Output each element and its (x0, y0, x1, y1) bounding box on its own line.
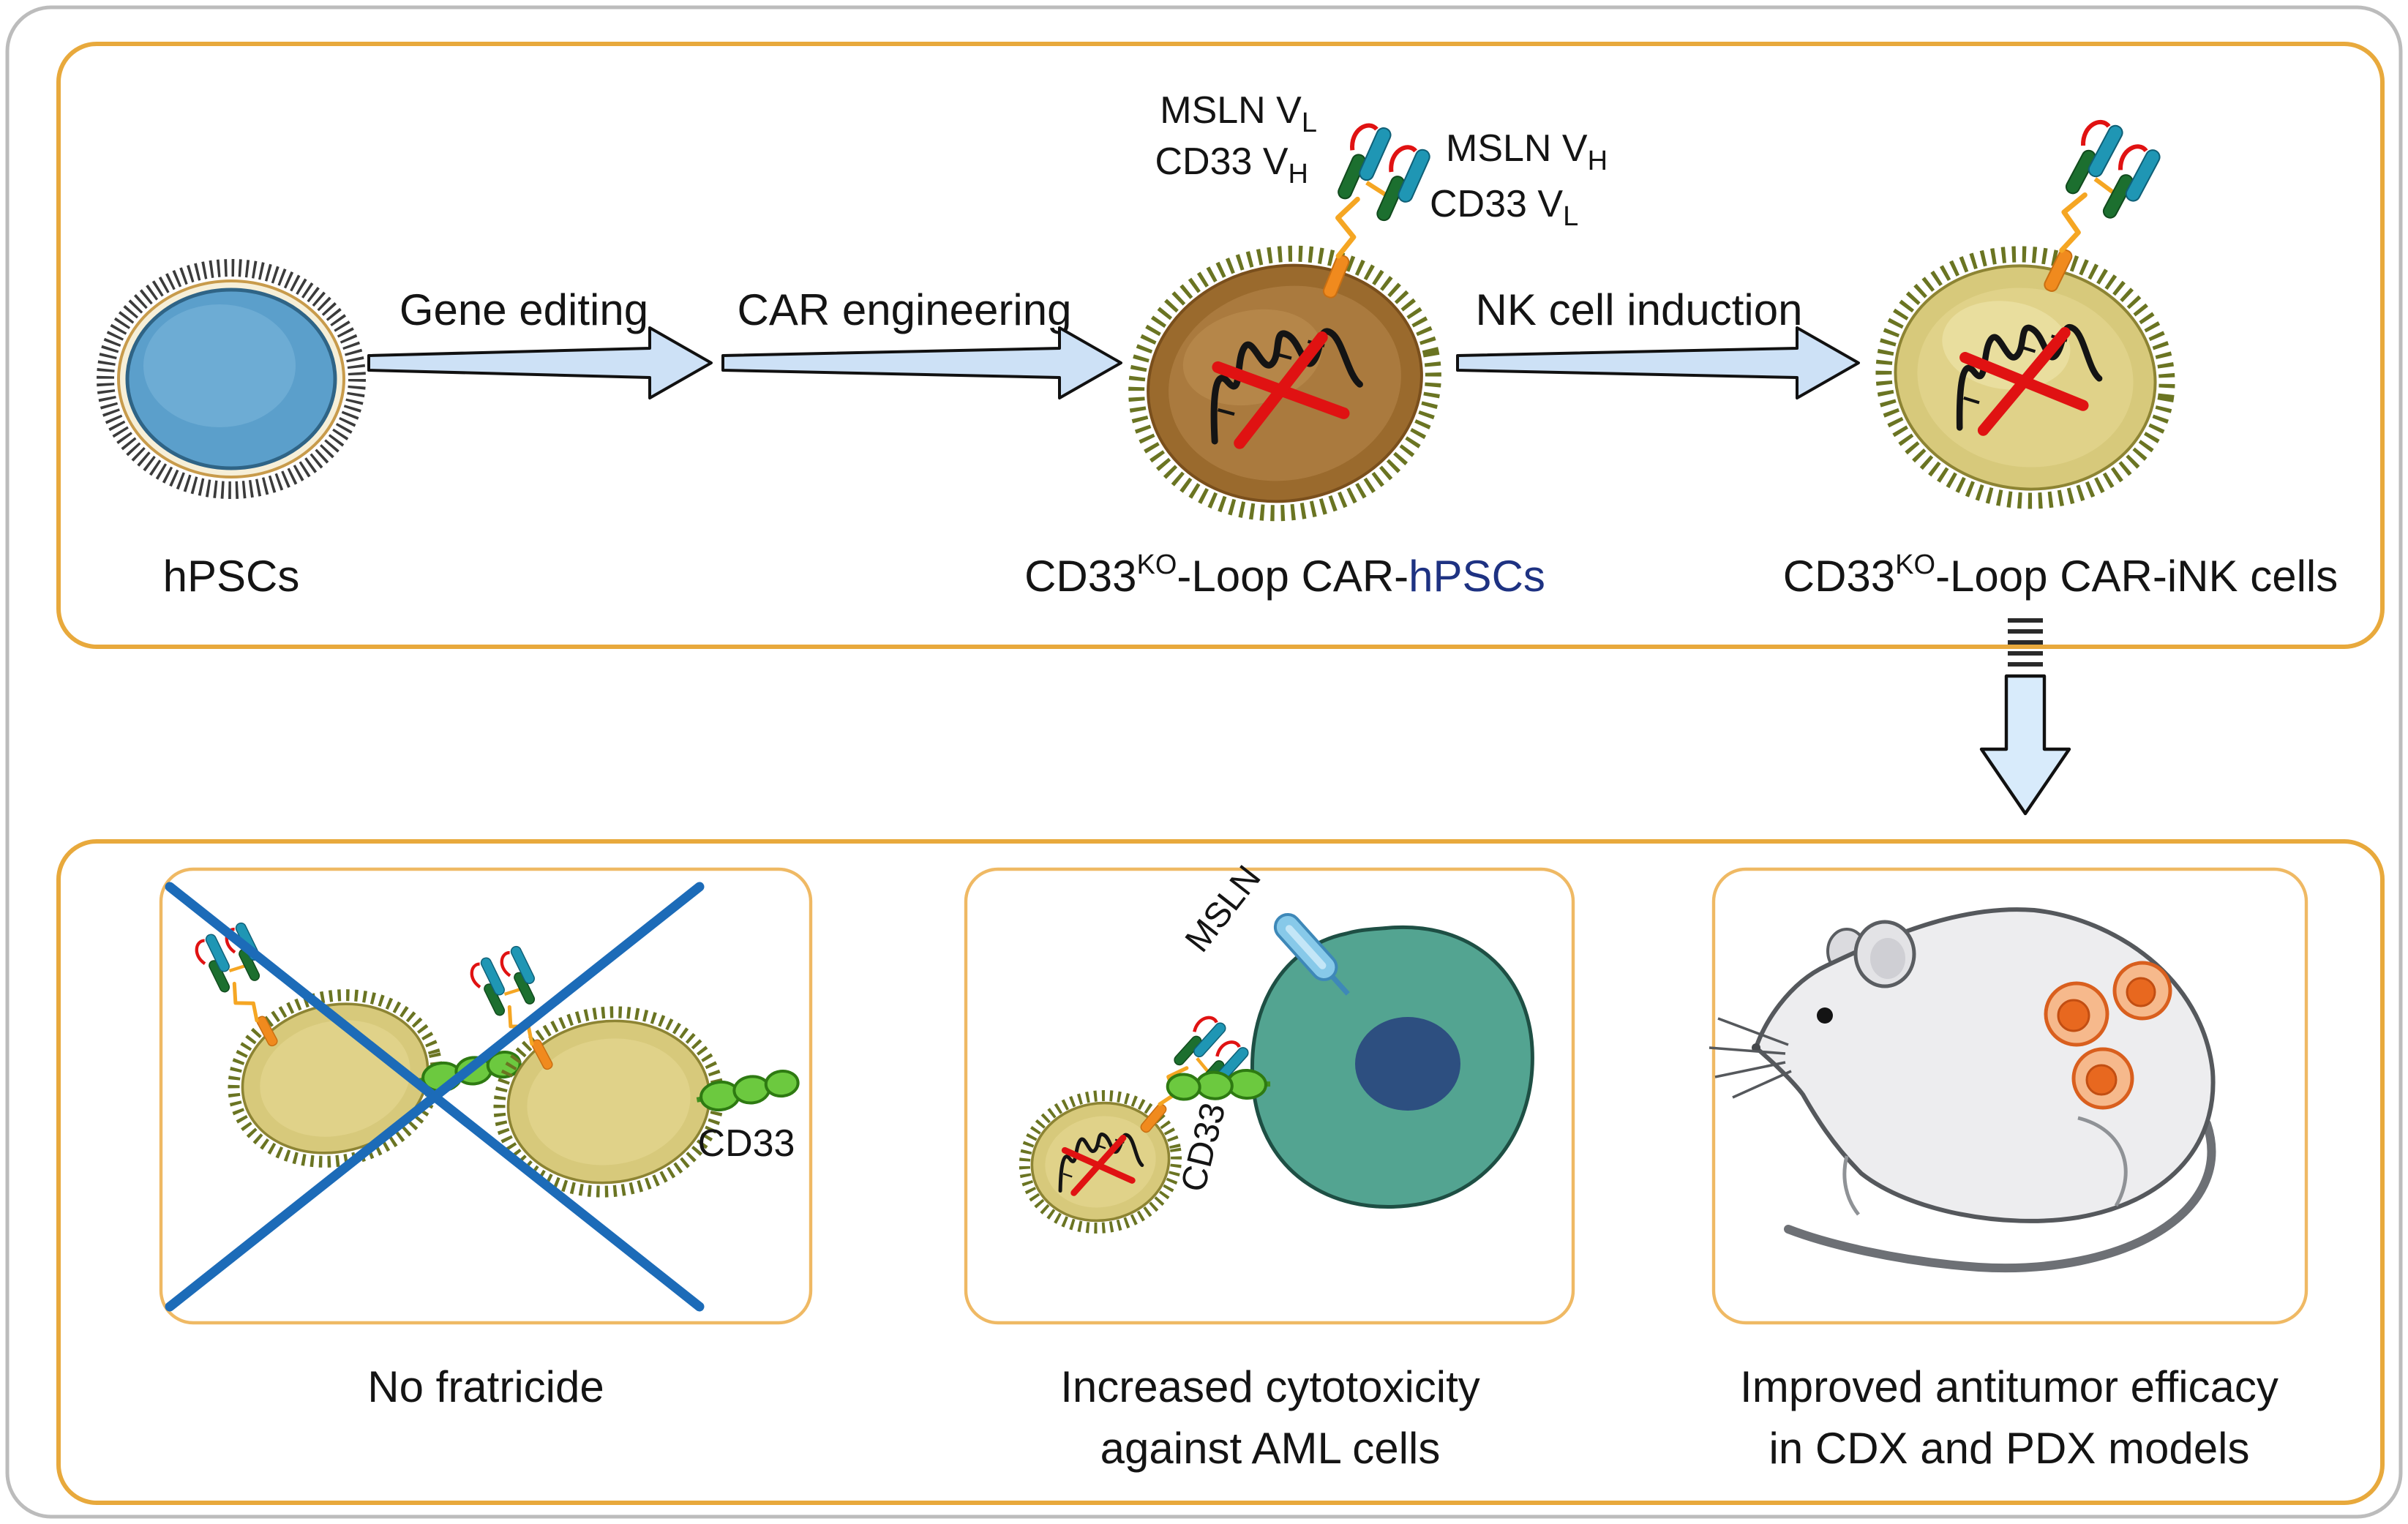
mouse-tail (1784, 1119, 2216, 1273)
msln-vl-tag-sub: L (1302, 108, 1317, 138)
tumor-nodule-core (2085, 1064, 2118, 1096)
mouse-model-caption-line2: in CDX and PDX models (1769, 1424, 2250, 1473)
mouse-eye (1817, 1007, 1833, 1024)
ink-cell-b-inner (527, 1038, 691, 1165)
car-engineering-arrow (721, 326, 1122, 399)
down-arrow (1979, 674, 2071, 816)
msln-vh-tag-sub: H (1588, 146, 1608, 176)
msln-vh-tag-main: MSLN V (1446, 127, 1588, 170)
hpsc-cell-sheen (143, 304, 296, 427)
tumor-nodule-core (2126, 977, 2156, 1007)
hpsc-membrane-ring (97, 259, 366, 499)
down-arrow-group (1979, 618, 2071, 816)
no-fratricide-caption: No fratricide (367, 1362, 604, 1411)
car-hpsc-label-highlight: hPSCs (1409, 552, 1545, 601)
cd33-vl-tag: CD33 VL (1430, 183, 1578, 232)
mouse-front-leg (1842, 1155, 1860, 1216)
msln-vl-tag: MSLN VL (1160, 89, 1317, 138)
cytotoxicity-caption-line1: Increased cytotoxicity (1060, 1362, 1480, 1411)
bottom-results-panel: CD33 No fratricide MSLN CD33 Increased c… (56, 839, 2385, 1505)
cd33-vl-tag-sub: L (1563, 201, 1578, 232)
car-hpsc-label-tail: -Loop CAR- (1177, 552, 1409, 601)
car-ink-label-gene: CD33 (1783, 552, 1895, 601)
cd33-vh-tag-main: CD33 V (1155, 140, 1288, 183)
car-ink-label: CD33KO-Loop CAR-iNK cells (1783, 549, 2338, 601)
car-ink-membrane-ring (1875, 246, 2175, 509)
car-hpsc-membrane-ring (1128, 245, 1441, 522)
no-fratricide-subpanel: CD33 No fratricide (159, 867, 813, 1411)
tumor-nodule (2112, 961, 2172, 1021)
car-hpsc-label-gene: CD33 (1024, 552, 1136, 601)
mouse-hind-leg (2077, 1116, 2128, 1207)
top-workflow-panel: hPSCs Gene editing CAR engineering MSLN … (56, 42, 2385, 649)
tumor-nodule-core (2057, 999, 2090, 1032)
nk-induction-label: NK cell induction (1476, 285, 1803, 334)
cytotoxicity-caption-line2: against AML cells (1100, 1424, 1441, 1473)
tumor-nodule (2071, 1047, 2134, 1110)
mouse-illustration (1709, 907, 2216, 1273)
mouse-model-caption-line1: Improved antitumor efficacy (1740, 1362, 2278, 1411)
hpsc-cell (97, 259, 366, 499)
car-ink-label-sup: KO (1895, 549, 1935, 580)
no-fratricide-border (159, 867, 813, 1325)
car-engineering-label: CAR engineering (738, 285, 1072, 334)
cd33-vh-tag-sub: H (1289, 159, 1308, 189)
cytotoxicity-subpanel: MSLN CD33 Increased cytotoxicity against… (964, 859, 1575, 1473)
car-hpsc-cell (1128, 121, 1441, 522)
mouse-model-subpanel: Improved antitumor efficacy in CDX and P… (1709, 867, 2308, 1473)
cd33-vl-tag-main: CD33 V (1430, 183, 1563, 225)
mouse-ear-inner (1870, 938, 1905, 979)
gene-editing-arrow (367, 326, 713, 399)
aml-tumor-nucleus (1355, 1017, 1460, 1111)
panel1-cd33-label: CD33 (698, 1122, 795, 1165)
down-arrow-dashes (2008, 618, 2043, 667)
car-hpsc-label: CD33KO-Loop CAR-hPSCs (1024, 549, 1545, 601)
car-hpsc-label-sup: KO (1136, 549, 1177, 580)
hpsc-label: hPSCs (163, 552, 300, 601)
car-ink-cell (1875, 116, 2175, 509)
fratricide-cross-line (165, 882, 705, 1312)
cd33-vh-tag: CD33 VH (1155, 140, 1308, 189)
gene-editing-label: Gene editing (400, 285, 648, 334)
nk-induction-arrow (1456, 326, 1860, 399)
tumor-nodule (2044, 981, 2109, 1047)
msln-vl-tag-main: MSLN V (1160, 89, 1302, 132)
car-ink-label-tail: -Loop CAR-iNK cells (1935, 552, 2338, 601)
msln-vh-tag: MSLN VH (1446, 127, 1608, 176)
mouse-whiskers (1709, 1017, 1792, 1099)
